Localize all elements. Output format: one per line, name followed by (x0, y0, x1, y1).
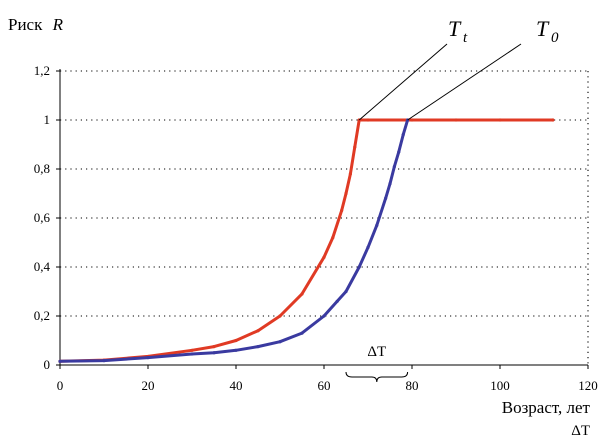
series-2-point (335, 299, 339, 303)
delta-t-brace (345, 371, 409, 383)
series-2-point (401, 133, 405, 137)
series-2-point (375, 223, 379, 227)
series-2-point (300, 331, 304, 335)
y-tick-label: 0 (44, 357, 51, 372)
t-0-label: T (536, 16, 550, 41)
series-1-point (344, 191, 348, 196)
series-1-point (353, 145, 357, 149)
series-2-point (388, 182, 392, 186)
tick-labels: 0 0,2 0,4 0,6 0,8 1 1,2 0 20 40 60 80 100 120 (34, 63, 598, 393)
x-tick-label: 20 (142, 378, 155, 393)
series-2-point (58, 359, 62, 363)
y-axis-label-symbol: R (52, 15, 64, 34)
series-1-point (498, 118, 502, 122)
axes (56, 69, 589, 369)
series-1-point (340, 209, 344, 213)
series-line-1 (58, 118, 555, 363)
series-1-point (234, 338, 238, 343)
t-t-leader-line (358, 43, 448, 121)
x-tick-label: 80 (406, 378, 419, 393)
y-tick-label: 1,2 (34, 63, 50, 78)
x-axis-label: Возраст, лет (502, 398, 591, 417)
x-tick-label: 120 (578, 378, 598, 393)
t-t-subscript: t (463, 30, 468, 46)
series-2-point (366, 245, 370, 249)
series-2-point (384, 196, 388, 200)
y-tick-label: 0,2 (34, 308, 50, 323)
y-axis-label: Риск R (8, 15, 64, 34)
t-0-leader-line (407, 43, 522, 121)
series-1-point (410, 118, 414, 122)
series-line-2 (58, 118, 410, 363)
t-0-subscript: 0 (551, 30, 559, 46)
series-2-point (344, 289, 348, 294)
series-1-point (300, 292, 304, 296)
series-1-point (278, 314, 282, 318)
y-axis-label-text: Риск (8, 15, 43, 34)
delta-t-label-bottom: ΔT (571, 423, 590, 439)
series-2-point (234, 348, 238, 352)
series-2-point (322, 314, 326, 318)
series-2-point (190, 352, 194, 356)
series-2-point (278, 340, 282, 344)
series-2-point (392, 164, 396, 169)
y-tick-label: 0,6 (34, 210, 51, 225)
series-1-point (366, 118, 370, 122)
series-2-point (212, 351, 216, 355)
series-2-point (397, 150, 401, 154)
series (58, 118, 555, 363)
y-tick-label: 0,8 (34, 161, 50, 176)
series-1-point (331, 236, 335, 240)
t-t-label: T (448, 16, 462, 41)
x-tick-label: 0 (57, 378, 64, 393)
x-tick-label: 40 (230, 378, 243, 393)
grid (60, 70, 589, 365)
x-tick-label: 60 (318, 378, 331, 393)
series-1-point (256, 329, 260, 333)
series-1-point (551, 118, 555, 122)
series-2-point (102, 358, 106, 363)
series-1-point (190, 348, 194, 352)
series-2-point (146, 356, 150, 360)
series-1-point (212, 345, 216, 349)
series-1-point (348, 172, 352, 176)
series-2-point (256, 345, 260, 349)
series-1-point (322, 255, 326, 259)
y-tick-label: 1 (44, 112, 51, 127)
x-tick-label: 100 (490, 378, 510, 393)
series-2-point (357, 265, 361, 269)
delta-t-label-top: ΔT (367, 344, 386, 360)
series-1-point (454, 118, 458, 122)
y-tick-label: 0,4 (34, 259, 51, 274)
